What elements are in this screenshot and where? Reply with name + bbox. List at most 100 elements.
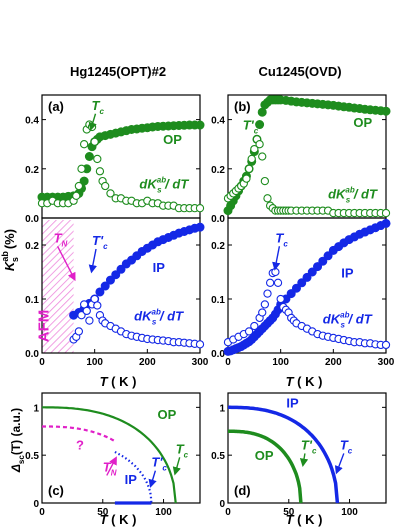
point-b2-1-5: [250, 321, 259, 331]
ytick-label-b-1: 0.2: [211, 165, 225, 176]
point-b-1-15: [263, 194, 272, 203]
curve-c-3: [42, 425, 116, 443]
series-a2-1: [69, 294, 205, 349]
k-axis-label: Kabs (%): [0, 229, 20, 271]
point-a-1-14: [90, 137, 99, 146]
annotation-arrow-c-5: [106, 456, 117, 476]
point-b2-1-10: [265, 278, 275, 287]
annotation-0-0: OP: [163, 132, 182, 147]
panel-a2: 0.0 0.1 0.2 0 100 200 300 IP TN T'c AFM dKab s / dT: [25, 217, 209, 368]
point-b-1-12: [255, 140, 264, 149]
curve-d-0: [228, 405, 340, 504]
ytick-label-a-1: 0.2: [25, 165, 39, 176]
annotation-arrow-a-1: [88, 113, 97, 132]
annotation-arrow-d-3: [334, 453, 345, 475]
xtick-label-a2-3: 300: [192, 357, 209, 368]
point-b2-0-22: [286, 289, 296, 299]
xlabel-mid-right: T ( K ): [286, 374, 323, 389]
point-a2-1-30: [195, 340, 205, 349]
point-b-1-10: [250, 144, 259, 154]
plot-frame-d: [227, 392, 387, 504]
annotation-4-3: Tc: [176, 441, 189, 459]
ytick-label-b2-2: 0.2: [211, 241, 225, 252]
panel-c: 0 0.5 1 0 50 100 (c) OP IP? Tc T'c TN: [25, 392, 201, 518]
point-a-1-7: [72, 191, 81, 201]
xtick-label-d-0: 0: [225, 507, 231, 518]
delta-axis-label: Δsc(T) (a.u.): [9, 408, 26, 473]
title-right: Cu1245(OVD): [258, 64, 341, 79]
point-b2-0-29: [323, 251, 333, 261]
annotation-2-0: IP: [153, 260, 166, 275]
point-b2-1-13: [273, 278, 283, 287]
annotation-arrow-a2-1: [56, 245, 76, 282]
point-b2-1-14: [276, 294, 285, 304]
point-a-1-19: [106, 189, 115, 198]
point-a2-0-24: [195, 222, 205, 232]
series-b2-1: [223, 267, 391, 350]
ytick-label-c-2: 1: [33, 403, 39, 414]
panel-d: 0 0.5 1 0 50 100 (d) IP OP T'c Tc: [211, 392, 387, 518]
point-a-1-18: [101, 181, 110, 191]
point-a2-0-8: [111, 270, 121, 280]
point-b-1-42: [381, 208, 391, 218]
annotation-4-2: ?: [76, 437, 84, 452]
annotation-arrow-d-2: [299, 453, 309, 467]
point-b2-0-26: [307, 267, 317, 277]
point-a-1-36: [195, 204, 205, 213]
series-a2-0: [69, 222, 205, 320]
panel-label-d: (d): [234, 483, 251, 498]
panel-label-a: (a): [48, 99, 64, 114]
ytick-label-d-0: 0: [219, 499, 225, 510]
point-a-1-15: [93, 154, 102, 164]
annotation-5-0: IP: [286, 395, 299, 410]
point-b-1-9: [247, 154, 256, 164]
xtick-label-d-1: 50: [283, 507, 295, 518]
ytick-label-a2-1: 0.1: [25, 295, 39, 306]
xtick-label-d-2: 100: [341, 507, 358, 518]
plot-frame-b2: [227, 217, 387, 354]
xtick-label-c-1: 50: [97, 507, 109, 518]
xtick-label-b2-1: 100: [272, 357, 289, 368]
annotation-1-2: dKab s / dT: [328, 185, 378, 204]
ytick-label-a2-2: 0.2: [25, 241, 39, 252]
xtick-label-a2-1: 100: [86, 357, 103, 368]
point-b-1-7: [242, 174, 251, 183]
panels: 0.0 0.2 0.4 (a) OP Tc dKab s / dT 0.0 0.2 0.4 (b) OP…: [25, 94, 395, 518]
annotation-arrow-c-3: [172, 457, 181, 476]
xlabel-bot-right: T ( K ): [286, 512, 323, 527]
annotation-4-4: T'c: [151, 455, 167, 473]
point-a-1-9: [77, 164, 86, 173]
curve-c-0: [42, 406, 177, 504]
curve-d-2: [228, 430, 302, 504]
annotation-0-1: Tc: [92, 98, 105, 116]
ytick-label-b-2: 0.4: [211, 116, 225, 127]
ytick-label-d-2: 1: [219, 403, 225, 414]
point-b-0-40: [381, 106, 391, 116]
panel-label-c: (c): [48, 483, 64, 498]
ytick-label-c-0: 0: [33, 499, 39, 510]
title-left: Hg1245(OPT)#2: [70, 64, 166, 79]
ytick-label-b2-0: 0.0: [211, 349, 225, 360]
annotation-2-2: T'c: [92, 233, 108, 251]
point-b-0-12: [255, 120, 265, 130]
annotation-2-4: dKab s / dT: [134, 308, 184, 327]
annotation-5-3: Tc: [340, 437, 353, 455]
ytick-label-d-1: 0.5: [211, 451, 225, 462]
annotation-5-1: OP: [255, 448, 274, 463]
point-a2-0-6: [100, 281, 110, 291]
xtick-label-a2-0: 0: [39, 357, 45, 368]
k-axis-symbol: K: [2, 260, 17, 271]
point-a2-1-5: [82, 306, 91, 316]
xlabel-bot-left: T ( K ): [100, 512, 137, 527]
ytick-label-b-0: 0.0: [211, 214, 225, 225]
ytick-label-a-0: 0.0: [25, 214, 39, 225]
panel-label-b: (b): [234, 99, 251, 114]
k-axis-sup: ab: [0, 251, 10, 262]
delta-axis-symbol: Δ: [9, 464, 23, 473]
series-a-1: [37, 120, 205, 213]
point-a-1-8: [74, 181, 84, 191]
point-a2-0-9: [116, 264, 126, 274]
point-a2-0-5: [95, 287, 105, 297]
point-b2-1-8: [260, 300, 270, 309]
